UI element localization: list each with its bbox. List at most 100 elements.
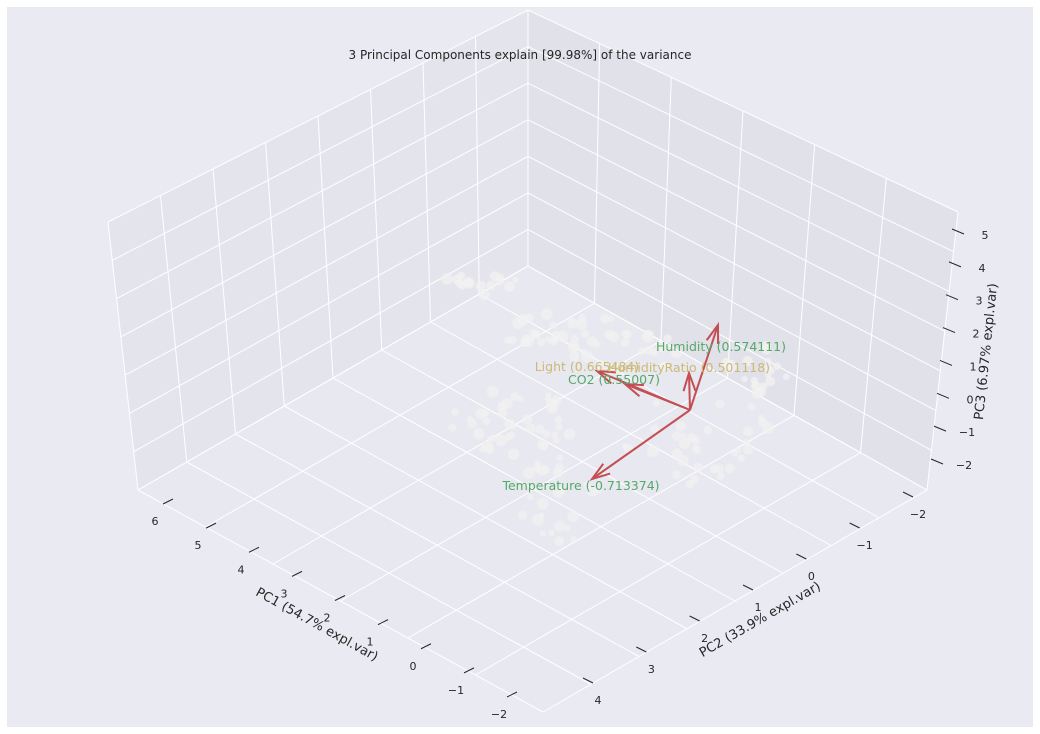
y-grid-wall [926, 211, 959, 491]
data-point [587, 485, 598, 497]
data-point [564, 524, 571, 532]
data-point [531, 331, 539, 339]
pane-left [108, 10, 528, 490]
data-point [518, 510, 528, 520]
tick-mark [939, 359, 953, 366]
loading-label: Humidity (0.574111) [656, 339, 786, 354]
data-point [742, 444, 754, 455]
tick-mark [942, 327, 956, 334]
data-point [678, 437, 691, 450]
data-point [693, 462, 704, 473]
x-grid-wall [265, 142, 285, 407]
data-point [703, 425, 713, 435]
data-point [503, 281, 515, 292]
data-point [495, 434, 507, 447]
data-point [586, 336, 598, 347]
data-point [675, 421, 686, 432]
data-point [672, 349, 682, 359]
loading-arrows [589, 321, 720, 481]
data-point [672, 470, 681, 480]
data-point [773, 362, 782, 370]
tick-mark [420, 643, 432, 650]
data-point [653, 399, 661, 407]
tick-mark [689, 615, 700, 622]
loading-label: Light (0.665484) [535, 359, 640, 374]
tick-mark [463, 667, 475, 674]
data-point [580, 329, 590, 339]
data-point [482, 417, 491, 426]
data-point [680, 432, 688, 439]
y-grid-wall [727, 110, 744, 379]
data-point [497, 401, 507, 411]
loading-arrow-head [594, 369, 616, 385]
data-point [512, 317, 524, 330]
data-point [539, 530, 547, 537]
data-point [759, 382, 768, 391]
tick-mark [248, 546, 260, 553]
x-grid-wall [160, 195, 188, 463]
y-grid-floor [272, 340, 662, 565]
data-point [558, 487, 566, 495]
data-point [508, 336, 517, 345]
data-point [724, 463, 735, 474]
data-point [551, 431, 559, 439]
x-grid-wall [422, 62, 431, 323]
x-grid-wall [317, 115, 334, 379]
data-point [538, 512, 545, 519]
y-grid-wall [660, 77, 672, 341]
data-point [489, 271, 500, 282]
data-point [594, 359, 606, 372]
tick-mark [506, 691, 518, 698]
data-point [554, 416, 563, 425]
data-point [467, 418, 477, 429]
data-point [473, 428, 485, 440]
data-point [486, 385, 499, 398]
data-point [721, 357, 732, 369]
chart-title: 3 Principal Components explain [99.98%] … [349, 48, 692, 62]
tick-mark [162, 498, 174, 505]
tick-mark [945, 294, 959, 301]
data-point [568, 351, 580, 362]
data-point [765, 376, 776, 387]
tick-label: 3 [976, 295, 983, 308]
data-point [570, 536, 578, 544]
tick-mark [936, 392, 950, 399]
data-point [638, 347, 646, 355]
data-point [618, 368, 625, 375]
data-point [487, 435, 496, 443]
data-point [550, 336, 558, 344]
loading-arrow-head [622, 382, 644, 398]
y-grid-floor [407, 414, 795, 639]
tick-mark [334, 595, 346, 601]
data-point [731, 450, 738, 457]
data-point [642, 330, 654, 343]
tick-label: 3 [648, 663, 655, 676]
data-point [484, 443, 495, 454]
loading-label: CO2 (0.55007) [568, 372, 660, 387]
data-point [478, 288, 490, 300]
data-point [685, 479, 695, 489]
data-point [758, 414, 765, 422]
tick-label: 5 [982, 229, 989, 242]
data-point [526, 493, 534, 500]
loading-arrow-line [688, 372, 691, 411]
data-point [555, 423, 563, 431]
tick-label: −2 [956, 459, 972, 472]
data-point [567, 317, 578, 329]
data-point [768, 367, 775, 375]
tick-mark [582, 677, 594, 684]
tick-label: 2 [701, 632, 708, 645]
data-point [671, 431, 682, 442]
data-point [536, 464, 548, 476]
data-point [599, 313, 611, 324]
data-point [525, 423, 536, 434]
data-point [556, 454, 564, 462]
tick-label: 6 [152, 515, 159, 528]
data-point [554, 520, 566, 532]
tick-label: 0 [808, 570, 815, 583]
x-grid-wall [475, 36, 480, 295]
y-grid-wall [793, 144, 816, 416]
y-grid-wall [860, 178, 887, 453]
data-point [743, 426, 754, 437]
data-point [761, 344, 772, 355]
